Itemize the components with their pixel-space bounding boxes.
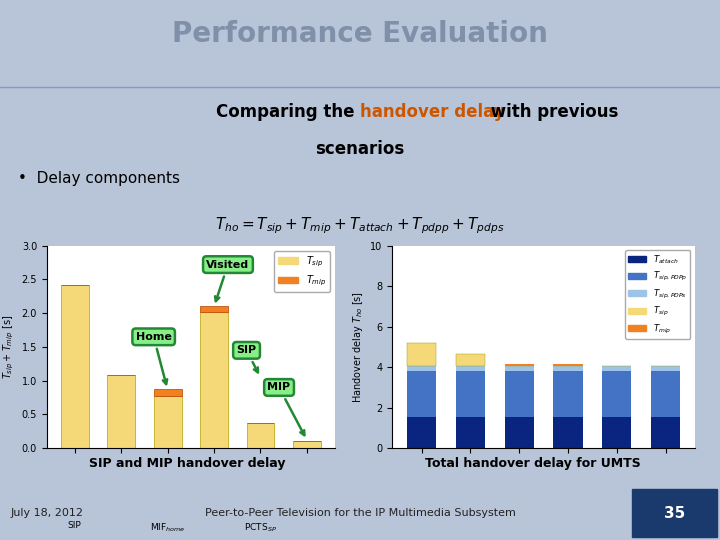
Text: SIP: SIP xyxy=(68,521,81,530)
Text: Comparing the: Comparing the xyxy=(216,103,360,121)
Text: Performance Evaluation: Performance Evaluation xyxy=(172,20,548,48)
Text: July 18, 2012: July 18, 2012 xyxy=(11,508,84,518)
Text: scenarios: scenarios xyxy=(315,140,405,158)
Bar xyxy=(456,354,485,366)
Text: with previous: with previous xyxy=(485,103,618,121)
FancyBboxPatch shape xyxy=(632,489,717,537)
Bar xyxy=(602,372,631,417)
Text: 35: 35 xyxy=(664,505,685,521)
Text: $T_{ho} = T_{sip} + T_{mip} + T_{attach} + T_{pdpp} + T_{pdps}$: $T_{ho} = T_{sip} + T_{mip} + T_{attach}… xyxy=(215,215,505,236)
Legend: $T_{sip}$, $T_{mip}$: $T_{sip}$, $T_{mip}$ xyxy=(274,251,330,292)
Bar xyxy=(200,312,228,448)
Bar xyxy=(505,363,534,366)
Text: Visited: Visited xyxy=(207,260,250,301)
Bar xyxy=(246,422,274,448)
Bar xyxy=(505,366,534,372)
Bar xyxy=(602,417,631,448)
Text: MIP: MIP xyxy=(268,382,305,435)
Bar xyxy=(407,343,436,366)
Y-axis label: $T_{sip} + T_{mip}$ [s]: $T_{sip} + T_{mip}$ [s] xyxy=(1,315,16,379)
Text: SIP and MIP handover delay: SIP and MIP handover delay xyxy=(89,456,285,470)
Bar xyxy=(60,285,89,448)
Bar xyxy=(107,375,135,448)
Legend: $T_{attach}$, $T_{sip,PDPp}$, $T_{sip,PDPs}$, $T_{sip}$, $T_{mip}$: $T_{attach}$, $T_{sip,PDPp}$, $T_{sip,PD… xyxy=(625,250,690,339)
Bar xyxy=(293,442,321,448)
Bar xyxy=(651,366,680,372)
Bar xyxy=(554,366,582,372)
Bar xyxy=(456,417,485,448)
Text: Peer-to-Peer Television for the IP Multimedia Subsystem: Peer-to-Peer Television for the IP Multi… xyxy=(204,508,516,518)
Text: handover delay: handover delay xyxy=(360,103,505,121)
Text: PCTS$_{SP}$: PCTS$_{SP}$ xyxy=(244,521,277,534)
Bar xyxy=(505,372,534,417)
Bar xyxy=(200,306,228,312)
Bar xyxy=(505,417,534,448)
Bar xyxy=(651,417,680,448)
Bar xyxy=(554,364,582,366)
Bar xyxy=(651,372,680,417)
Bar xyxy=(554,417,582,448)
Bar xyxy=(456,366,485,372)
Bar xyxy=(153,396,181,448)
Text: Total handover delay for UMTS: Total handover delay for UMTS xyxy=(425,456,641,470)
Text: •  Delay components: • Delay components xyxy=(18,171,180,186)
Text: MIF$_{home}$: MIF$_{home}$ xyxy=(150,521,185,534)
Bar xyxy=(407,417,436,448)
Text: Home: Home xyxy=(135,332,171,384)
Y-axis label: Handover delay $T_{ho}$ [s]: Handover delay $T_{ho}$ [s] xyxy=(351,291,365,403)
Bar xyxy=(407,366,436,372)
Bar xyxy=(456,372,485,417)
Bar xyxy=(602,366,631,372)
Bar xyxy=(153,389,181,396)
Bar xyxy=(407,372,436,417)
Text: SIP: SIP xyxy=(236,345,258,373)
Bar xyxy=(554,372,582,417)
